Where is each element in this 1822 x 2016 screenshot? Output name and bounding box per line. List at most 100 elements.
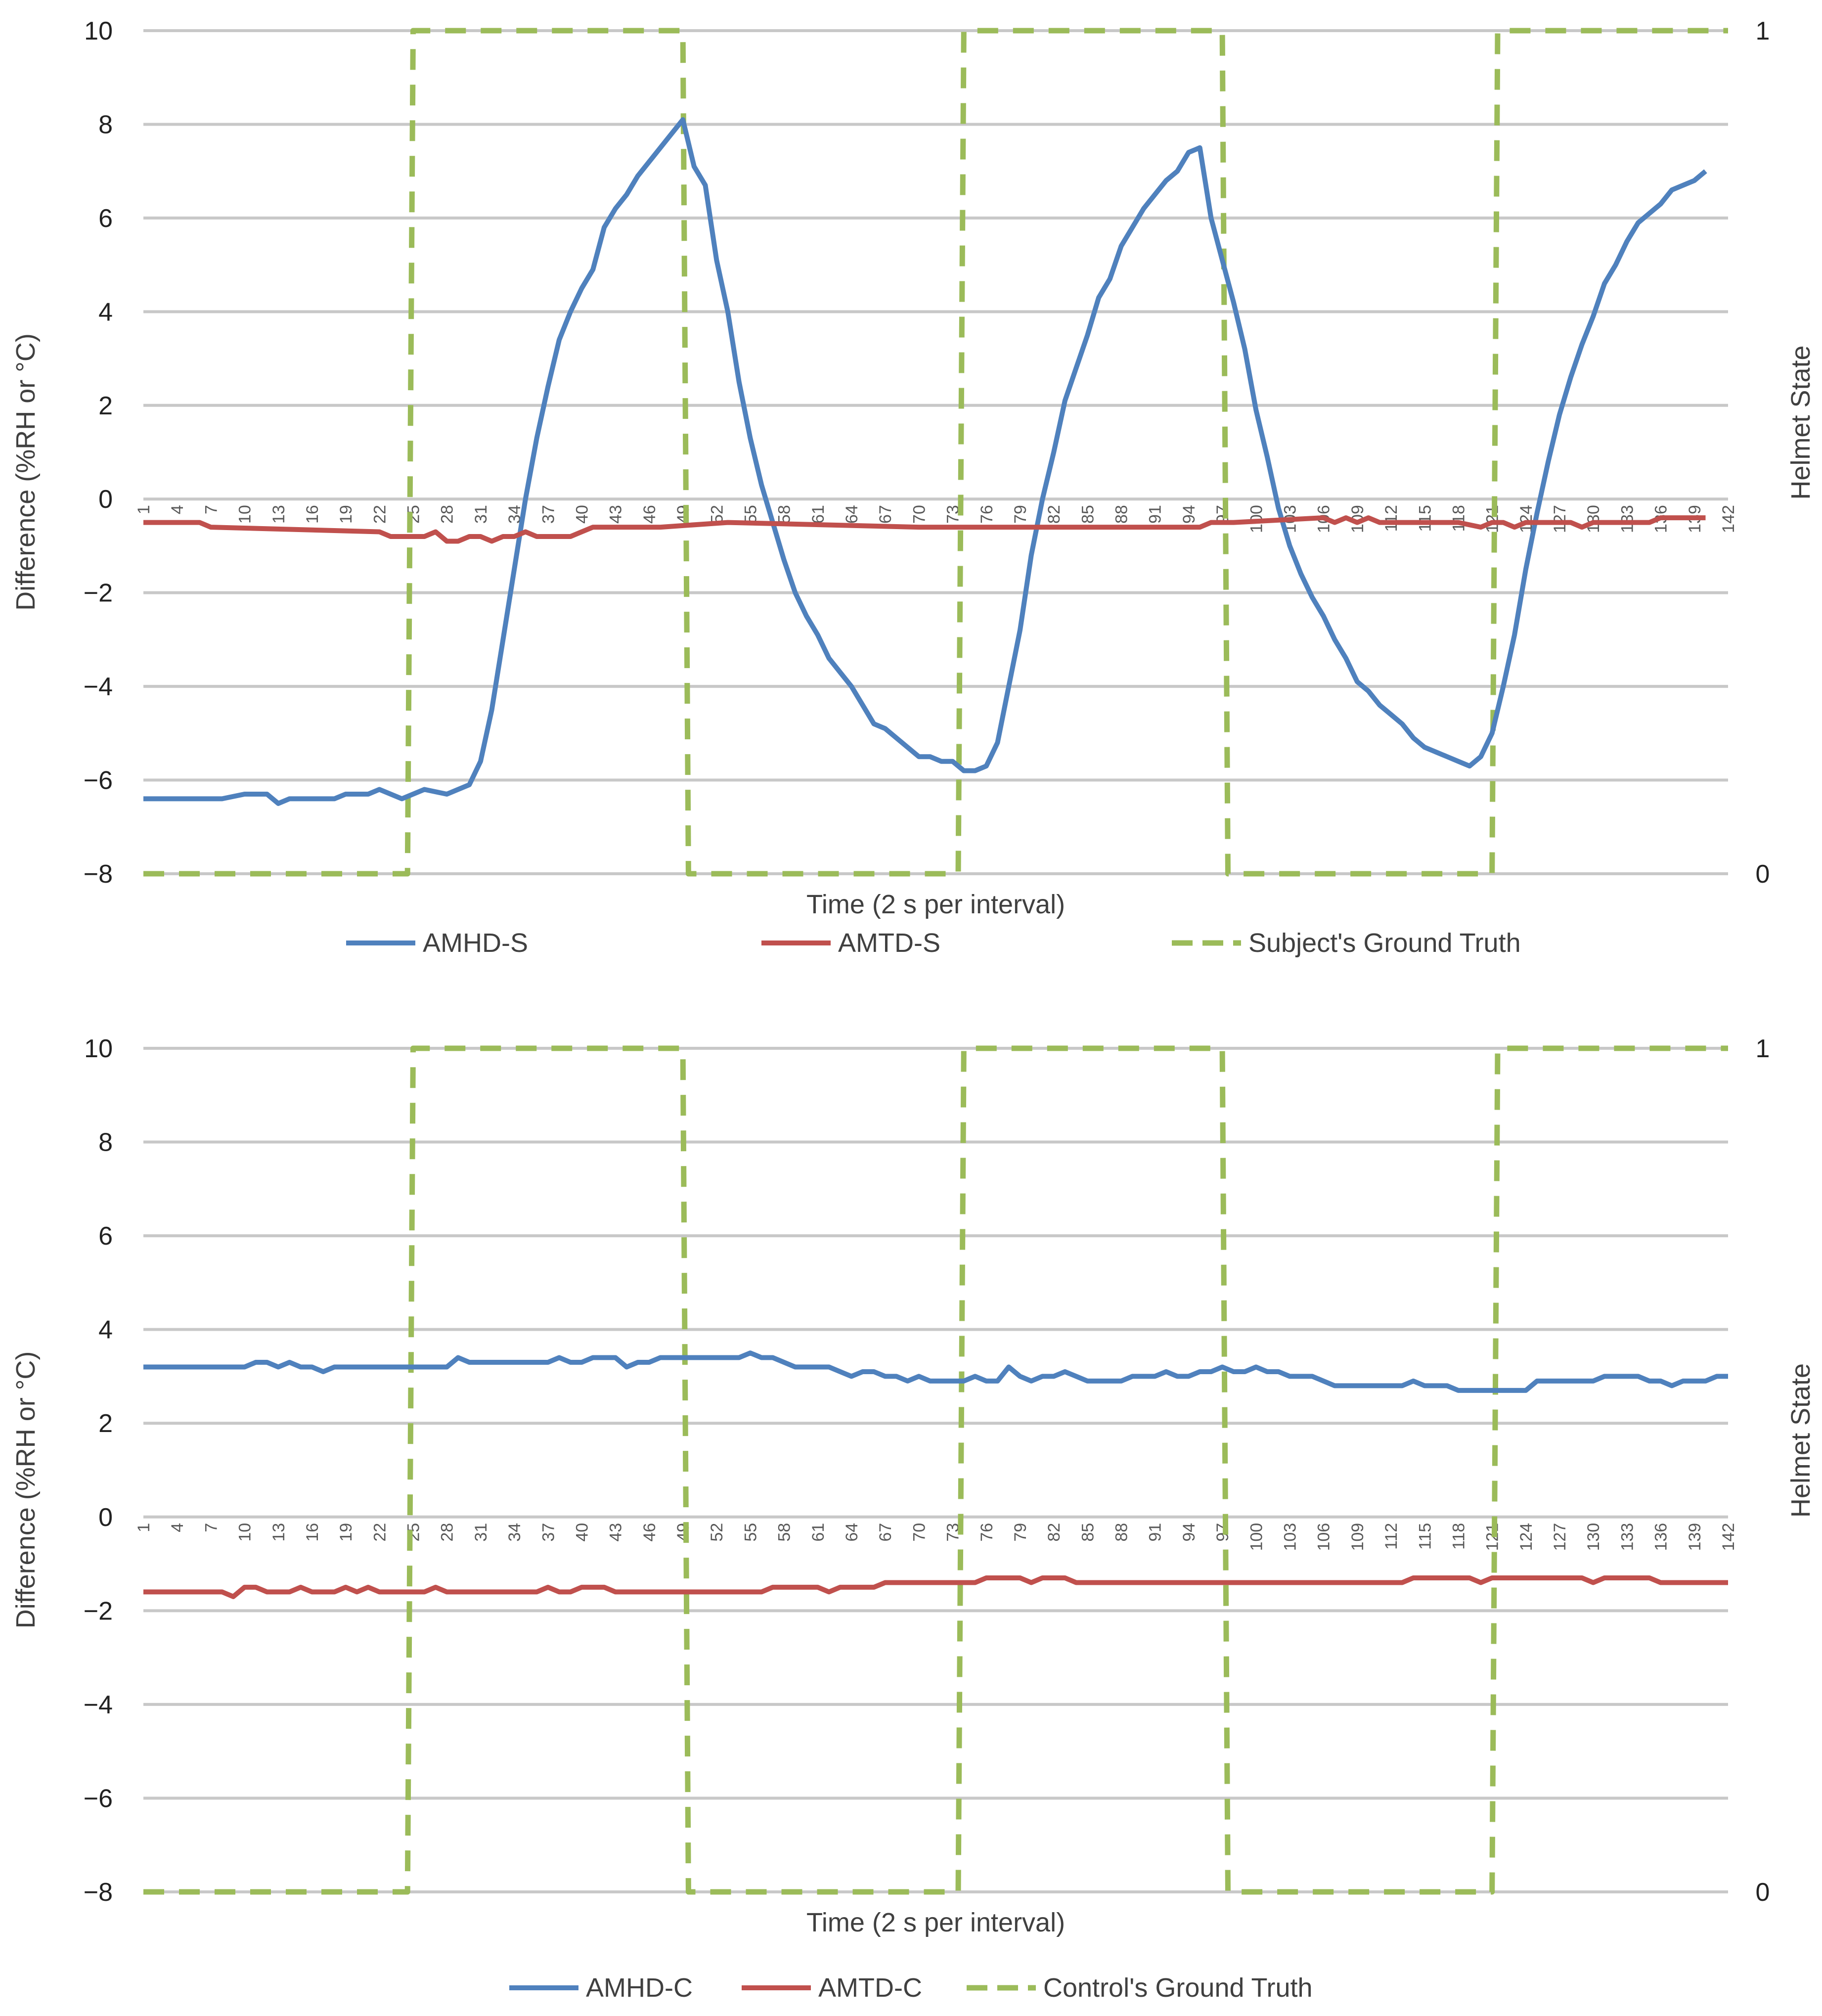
x-tick-label: 46: [640, 1523, 659, 1542]
x-tick-label: 139: [1686, 1523, 1704, 1551]
x-tick-label: 31: [472, 505, 490, 524]
x-tick-label: 127: [1551, 505, 1569, 533]
y-tick-label: −2: [84, 579, 113, 608]
y-axis-title: Difference (%RH or °C): [11, 1351, 41, 1629]
x-tick-label: 46: [640, 505, 659, 524]
x-tick-label: 91: [1146, 1523, 1165, 1542]
y-tick-label: −2: [84, 1597, 113, 1625]
x-tick-label: 118: [1449, 505, 1468, 532]
x-tick-label: 25: [404, 505, 423, 524]
x-tick-label: 112: [1382, 505, 1401, 532]
x-tick-label: 88: [1112, 505, 1131, 524]
y-tick-label: 2: [98, 1409, 113, 1438]
y-tick-label: −6: [84, 766, 113, 795]
x-tick-label: 22: [370, 1523, 389, 1542]
legend-label: AMHD-S: [423, 928, 528, 958]
x-tick-label: 1: [134, 505, 153, 514]
y2-tick-label: 0: [1756, 1878, 1770, 1907]
x-tick-label: 64: [843, 1523, 861, 1542]
x-tick-label: 130: [1584, 505, 1603, 533]
y-tick-label: −4: [84, 1691, 113, 1719]
x-tick-label: 7: [202, 1523, 221, 1532]
x-tick-label: 22: [370, 505, 389, 524]
x-tick-label: 79: [1011, 505, 1030, 524]
y2-tick-label: 1: [1756, 17, 1770, 45]
y-tick-label: −6: [84, 1784, 113, 1813]
x-tick-label: 88: [1112, 1523, 1131, 1542]
x-tick-label: 112: [1382, 1523, 1401, 1550]
x-tick-label: 31: [472, 1523, 490, 1542]
x-tick-label: 67: [876, 505, 895, 524]
x-tick-label: 136: [1652, 1523, 1671, 1551]
series-line-subject-s-ground-truth: [143, 28, 1728, 877]
y-tick-label: 8: [98, 110, 113, 139]
x-tick-label: 82: [1045, 505, 1064, 524]
x-tick-label: 76: [978, 1523, 996, 1542]
x-tick-label: 106: [1315, 1523, 1333, 1551]
x-tick-label: 4: [168, 1523, 187, 1532]
x-tick-label: 10: [236, 1523, 255, 1542]
x-tick-label: 85: [1078, 505, 1097, 524]
series-line-amtd-c: [143, 1575, 1728, 1599]
x-tick-label: 130: [1584, 1523, 1603, 1551]
legend-label: AMHD-C: [586, 1973, 693, 2003]
x-tick-label: 37: [539, 1523, 558, 1542]
x-tick-label: 82: [1045, 1523, 1064, 1542]
series-line-control-s-ground-truth: [143, 1045, 1728, 1895]
x-tick-label: 142: [1719, 505, 1738, 533]
legend-label: AMTD-S: [838, 928, 940, 958]
y2-tick-label: 1: [1756, 1034, 1770, 1063]
x-tick-label: 28: [438, 1523, 457, 1542]
y-tick-label: 8: [98, 1128, 113, 1157]
x-tick-label: 109: [1348, 1523, 1367, 1551]
x-tick-label: 25: [404, 1523, 423, 1542]
y2-axis-title: Helmet State: [1786, 1363, 1816, 1518]
y-tick-label: 4: [98, 298, 113, 326]
series-line-amhd-c: [143, 1350, 1728, 1393]
x-tick-label: 100: [1247, 1523, 1266, 1551]
x-tick-label: 40: [573, 1523, 591, 1542]
x-tick-label: 43: [607, 505, 625, 524]
series-line-amhd-s: [143, 117, 1707, 806]
x-tick-label: 19: [337, 505, 356, 524]
x-tick-label: 127: [1551, 1523, 1569, 1551]
legend-label: AMTD-C: [818, 1973, 922, 2003]
y-tick-label: 10: [84, 1034, 113, 1063]
x-tick-label: 118: [1449, 1523, 1468, 1550]
x-tick-label: 142: [1719, 1523, 1738, 1551]
x-tick-label: 10: [236, 505, 255, 524]
x-tick-label: 19: [337, 1523, 356, 1542]
x-tick-label: 55: [741, 1523, 760, 1542]
x-tick-label: 40: [573, 505, 591, 524]
x-tick-label: 91: [1146, 505, 1165, 524]
x-axis-title: Time (2 s per interval): [806, 890, 1065, 919]
legend-label: Subject's Ground Truth: [1248, 928, 1521, 958]
x-tick-label: 61: [809, 505, 828, 524]
y-tick-label: 2: [98, 392, 113, 420]
x-tick-label: 115: [1416, 1523, 1434, 1550]
x-tick-label: 13: [269, 1523, 288, 1542]
x-tick-label: 4: [168, 505, 187, 514]
x-tick-label: 16: [303, 505, 322, 524]
x-tick-label: 37: [539, 505, 558, 524]
y2-axis-title: Helmet State: [1786, 345, 1816, 499]
x-tick-label: 16: [303, 1523, 322, 1542]
y-tick-label: −8: [84, 860, 113, 889]
x-tick-label: 13: [269, 505, 288, 524]
x-tick-label: 70: [910, 1523, 929, 1542]
x-tick-label: 133: [1618, 1523, 1637, 1551]
y-tick-label: 6: [98, 204, 113, 233]
x-tick-label: 28: [438, 505, 457, 524]
x-tick-label: 79: [1011, 1523, 1030, 1542]
x-tick-label: 1: [134, 1523, 153, 1532]
x-tick-label: 133: [1618, 505, 1637, 533]
x-tick-label: 70: [910, 505, 929, 524]
y-axis-title: Difference (%RH or °C): [11, 333, 41, 611]
x-tick-label: 58: [775, 1523, 794, 1542]
x-tick-label: 52: [708, 1523, 726, 1542]
y-tick-label: 4: [98, 1316, 113, 1344]
x-tick-label: 76: [978, 505, 996, 524]
y-tick-label: 0: [98, 1503, 113, 1532]
